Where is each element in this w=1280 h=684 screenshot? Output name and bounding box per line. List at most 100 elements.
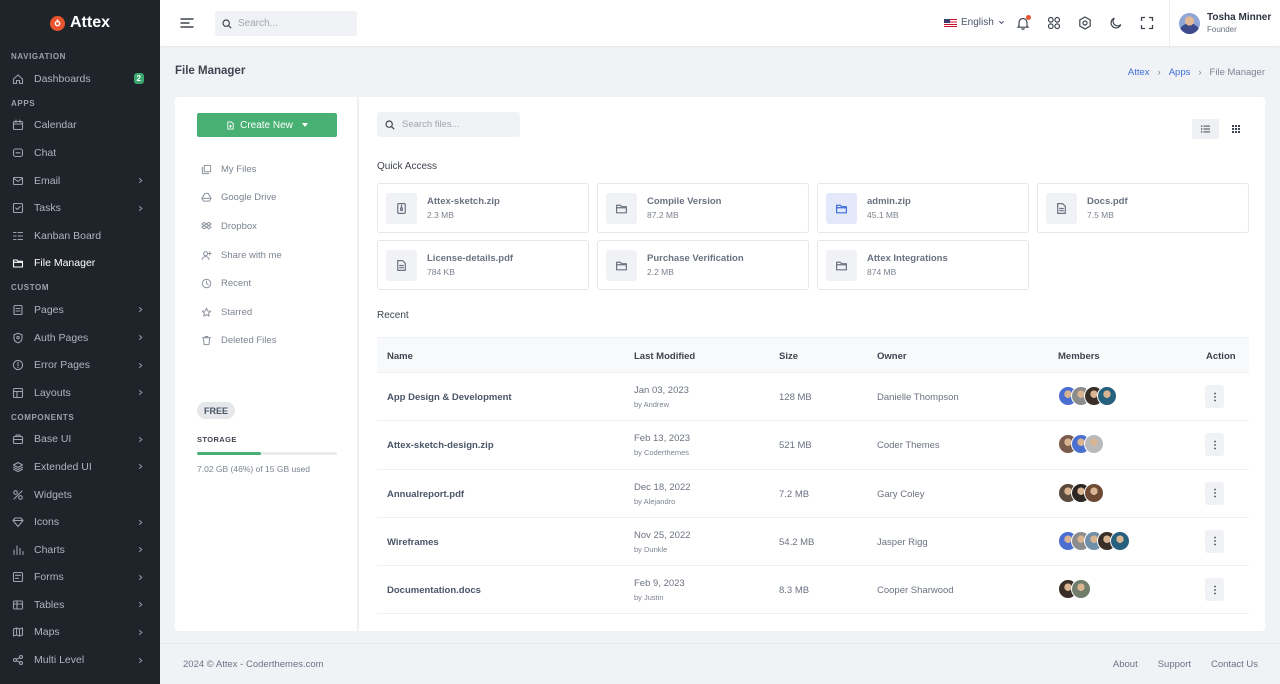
sidebar-item-pages[interactable]: Pages (0, 296, 160, 324)
sidebar-item-email[interactable]: Email (0, 167, 160, 195)
language-selector[interactable]: English (944, 17, 1005, 28)
quick-access-card[interactable]: Docs.pdf 7.5 MB (1037, 183, 1249, 233)
file-name[interactable]: Documentation.docs (387, 585, 481, 597)
file-menu-item-recent[interactable]: Recent (201, 269, 282, 298)
file-owner: Danielle Thompson (877, 392, 959, 403)
file-menu-item-deleted-files[interactable]: Deleted Files (201, 327, 282, 356)
sidebar-item-extended-ui[interactable]: Extended UI (0, 453, 160, 481)
sidebar-item-multi-level[interactable]: Multi Level (0, 646, 160, 674)
chevron-right-icon (138, 519, 143, 525)
breadcrumb-apps[interactable]: Apps (1168, 67, 1191, 78)
file-name[interactable]: Annualreport.pdf (387, 488, 465, 500)
user-role: Founder (1207, 25, 1237, 34)
bell-icon[interactable] (1016, 15, 1031, 30)
breadcrumb-attex[interactable]: Attex (1127, 67, 1150, 78)
sidebar-item-label: Tables (34, 598, 65, 611)
file-name[interactable]: Attex-sketch-design.zip (387, 440, 494, 452)
footer-link-contact[interactable]: Contact Us (1211, 659, 1258, 670)
file-size: 54.2 MB (779, 536, 815, 548)
moon-icon[interactable] (1109, 16, 1123, 30)
file-menu-item-starred[interactable]: Starred (201, 298, 282, 327)
file-menu-label: Recent (221, 278, 252, 290)
menu-toggle-icon[interactable] (180, 16, 194, 30)
quick-access-card[interactable]: Purchase Verification 2.2 MB (597, 240, 809, 290)
sidebar-item-layouts[interactable]: Layouts (0, 379, 160, 407)
error-icon (12, 359, 24, 371)
sidebar-item-calendar[interactable]: Calendar (0, 112, 160, 140)
sidebar-item-label: Dashboards (34, 72, 91, 85)
sidebar-item-label: Multi Level (34, 654, 85, 667)
sidebar-item-kanban-board[interactable]: Kanban Board (0, 222, 160, 250)
quick-access-card[interactable]: License-details.pdf 784 KB (377, 240, 589, 290)
map-icon (12, 626, 24, 638)
sidebar-item-chat[interactable]: Chat (0, 139, 160, 167)
files-pane: Quick Access Attex-sketch.zip 2.3 MB Compi… (377, 97, 1249, 631)
file-owner: Jasper Rigg (877, 536, 928, 548)
more-vertical-icon (1213, 488, 1216, 498)
sidebar-item-base-ui[interactable]: Base UI (0, 426, 160, 454)
fullscreen-icon[interactable] (1140, 16, 1154, 30)
chevron-right-icon (138, 464, 143, 470)
settings-gear-icon[interactable] (1078, 16, 1092, 30)
row-action-button[interactable] (1205, 433, 1224, 457)
last-modified-date: Dec 18, 2022 (634, 481, 691, 493)
sidebar-item-widgets[interactable]: Widgets (0, 481, 160, 509)
table-row[interactable]: Wireframes Nov 25, 2022 by Dunkle 54.2 MB Ja… (377, 518, 1249, 567)
footer-link-support[interactable]: Support (1157, 659, 1191, 670)
quick-access-card[interactable]: Attex-sketch.zip 2.3 MB (377, 183, 589, 233)
sidebar-item-tables[interactable]: Tables (0, 591, 160, 619)
row-action-button[interactable] (1205, 481, 1224, 505)
storage-progress-bar (197, 452, 337, 455)
storage-progress-fill (197, 452, 262, 455)
task-icon (12, 202, 24, 214)
table-row[interactable]: Annualreport.pdf Dec 18, 2022 by Alejandro… (377, 470, 1249, 518)
file-menu-item-dropbox[interactable]: Dropbox (201, 212, 282, 241)
row-action-button[interactable] (1205, 529, 1224, 553)
row-action-button[interactable] (1205, 385, 1224, 408)
quick-access-card[interactable]: Attex Integrations 874 MB (817, 240, 1029, 290)
file-menu-item-share-with-me[interactable]: Share with me (201, 241, 282, 270)
apps-grid-icon[interactable] (1047, 16, 1061, 30)
grid-view-button[interactable] (1222, 119, 1249, 139)
sidebar-item-label: Icons (34, 516, 60, 529)
file-search-input[interactable] (402, 119, 512, 130)
quick-access-name: admin.zip (867, 196, 911, 207)
create-new-button[interactable]: Create New (197, 113, 337, 137)
table-row[interactable]: Documentation.docs Feb 9, 2023 by Justin 8.… (377, 566, 1249, 615)
sidebar-item-dashboards[interactable]: Dashboards 2 (0, 65, 160, 93)
quick-access-card[interactable]: Compile Version 87.2 MB (597, 183, 809, 233)
sidebar-nav: NAVIGATION Dashboards 2 APPS Calendar Chat Ema… (0, 46, 160, 674)
file-plus-icon (227, 120, 234, 130)
zip-icon (386, 192, 417, 224)
sidebar-item-file-manager[interactable]: File Manager (0, 250, 160, 278)
table-icon (12, 599, 24, 611)
row-action-button[interactable] (1205, 578, 1224, 602)
sidebar-item-error-pages[interactable]: Error Pages (0, 351, 160, 379)
footer-link-about[interactable]: About (1112, 659, 1138, 670)
file-name[interactable]: Wireframes (387, 536, 439, 548)
list-icon (1201, 125, 1210, 133)
list-view-button[interactable] (1192, 119, 1219, 139)
sidebar-item-charts[interactable]: Charts (0, 536, 160, 564)
chevron-right-icon (138, 574, 143, 580)
sidebar-item-forms[interactable]: Forms (0, 564, 160, 592)
file-name[interactable]: App Design & Development (387, 392, 512, 403)
sidebar-item-tasks[interactable]: Tasks (0, 194, 160, 222)
quick-access-card[interactable]: admin.zip 45.1 MB (817, 183, 1029, 233)
file-menu-item-google-drive[interactable]: Google Drive (201, 184, 282, 213)
file-manager-sidebar: Create New My Files Google Drive Dropbox Sh… (175, 97, 359, 631)
table-row[interactable]: App Design & Development Jan 03, 2023 by A… (377, 373, 1249, 422)
table-row[interactable]: Attex-sketch-design.zip Feb 13, 2023 by Co… (377, 421, 1249, 470)
share-icon (12, 654, 24, 666)
user-menu[interactable]: Tosha Minner Founder (1169, 0, 1280, 46)
file-menu-item-my-files[interactable]: My Files (201, 155, 282, 184)
last-modified-date: Nov 25, 2022 (634, 529, 691, 541)
quick-access-size: 7.5 MB (1087, 210, 1114, 220)
quick-access-name: License-details.pdf (427, 253, 514, 264)
sidebar-item-maps[interactable]: Maps (0, 619, 160, 647)
search-input[interactable] (238, 18, 348, 29)
brand-logo[interactable]: Attex (0, 0, 160, 46)
modified-by: by Alejandro (634, 496, 676, 506)
sidebar-item-icons[interactable]: Icons (0, 508, 160, 536)
sidebar-item-auth-pages[interactable]: Auth Pages (0, 324, 160, 352)
